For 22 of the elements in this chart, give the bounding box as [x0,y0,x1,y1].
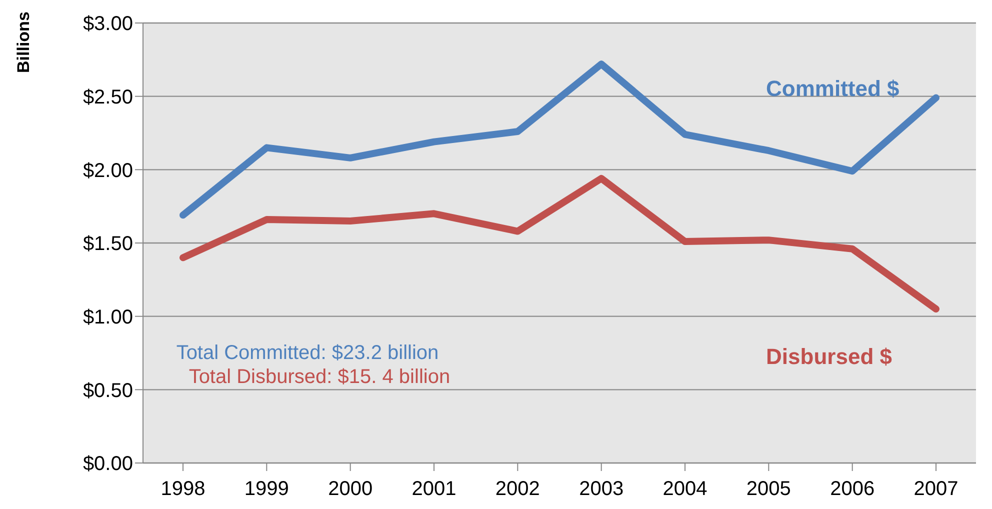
x-tick-label: 2002 [495,478,540,500]
y-tick-label: $2.00 [82,160,133,182]
y-tick-label: $0.50 [82,380,133,402]
y-tick-label: $1.50 [82,233,133,256]
x-tick-label: 2001 [412,478,456,500]
x-tick-label: 2000 [328,478,373,500]
x-tick-label: 1999 [244,478,289,500]
x-tick-label: 2004 [662,478,708,500]
y-tick-label: $1.00 [82,306,133,328]
y-tick-label: $2.50 [82,86,133,108]
text: Disbursed $ [766,344,892,370]
x-tick-label: 2007 [914,478,958,500]
annotation: Total Committed: $23.2 billion [176,342,439,365]
y-axis-title: Billions [14,12,34,73]
x-tick-label: 2006 [830,478,875,500]
y-tick-label: $0.00 [82,453,133,476]
annotation: Total Disbursed: $15. 4 billion [188,366,450,390]
series-label: Committed $ [766,76,900,102]
x-tick-label: 2003 [579,478,624,500]
y-tick-label: $3.00 [82,13,133,36]
x-tick-label: 2005 [746,478,791,500]
x-tick-label: 1998 [160,478,206,500]
